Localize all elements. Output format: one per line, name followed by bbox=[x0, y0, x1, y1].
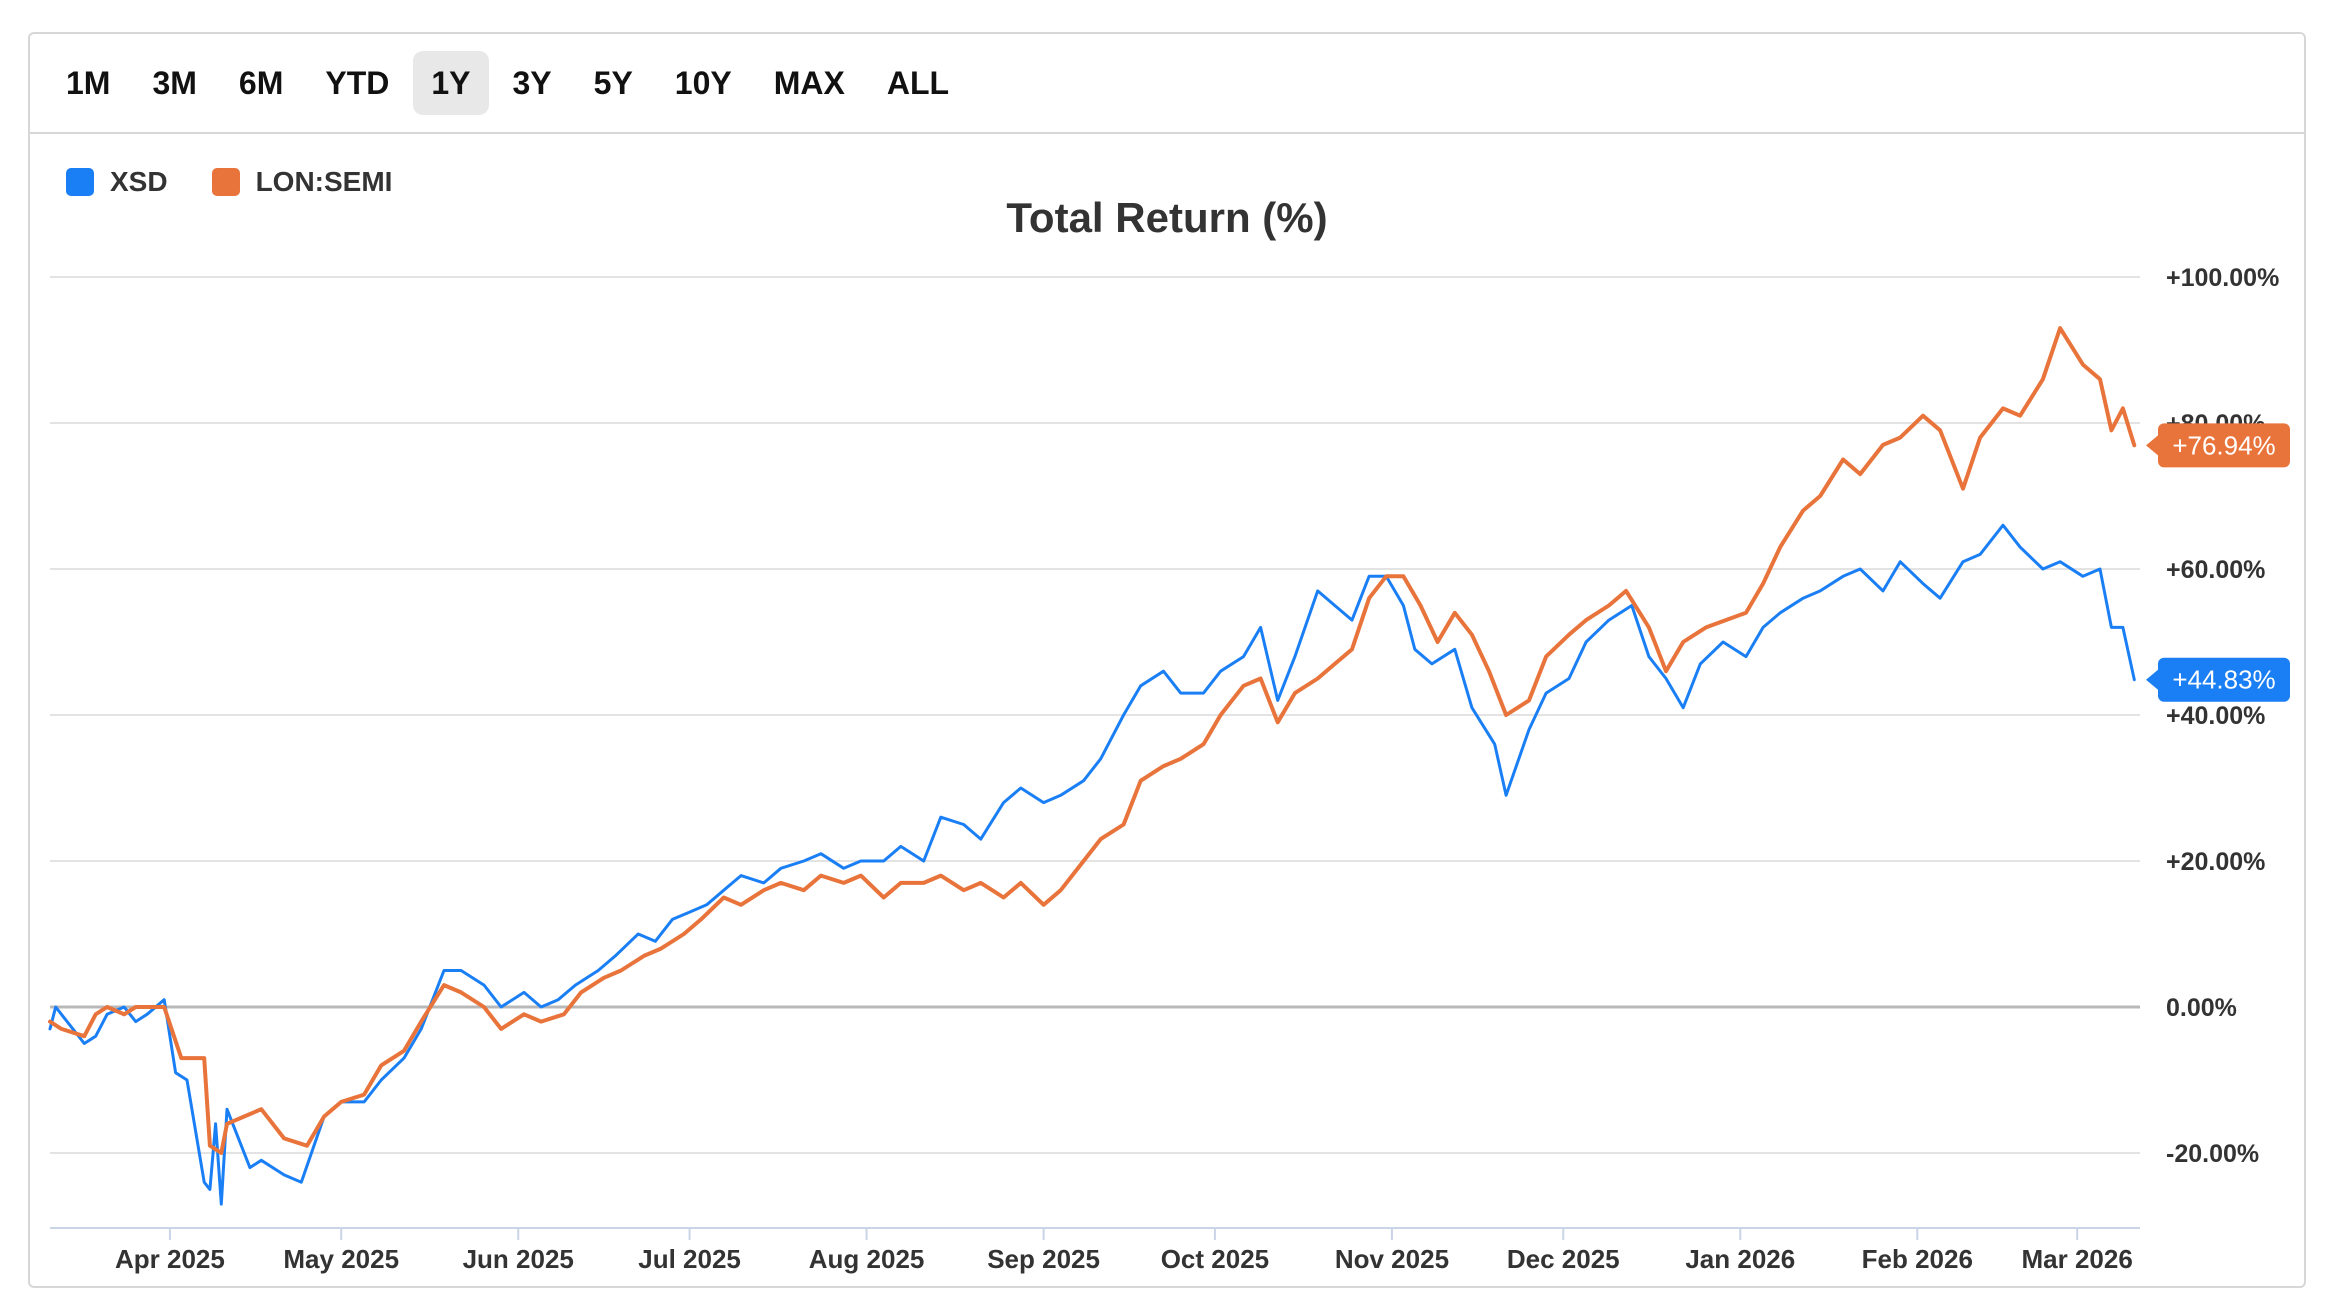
x-tick-label: May 2025 bbox=[283, 1244, 399, 1274]
range-button-5y[interactable]: 5Y bbox=[593, 65, 633, 101]
x-tick-label: Feb 2026 bbox=[1862, 1244, 1973, 1274]
x-tick-label: Sep 2025 bbox=[987, 1244, 1100, 1274]
x-tick-label: Jan 2026 bbox=[1685, 1244, 1795, 1274]
range-button-3m[interactable]: 3M bbox=[152, 65, 197, 101]
x-tick-label: Dec 2025 bbox=[1507, 1244, 1620, 1274]
x-tick-label: Jun 2025 bbox=[463, 1244, 574, 1274]
end-value-label-lon-semi: +76.94% bbox=[2172, 430, 2275, 460]
range-button-1m[interactable]: 1M bbox=[66, 65, 111, 101]
x-tick-label: Jul 2025 bbox=[638, 1244, 741, 1274]
x-tick-label: Mar 2026 bbox=[2022, 1244, 2133, 1274]
legend-item-xsd[interactable]: XSD bbox=[66, 166, 168, 198]
y-tick-label: +40.00% bbox=[2166, 702, 2265, 730]
chart-title: Total Return (%) bbox=[1006, 194, 1328, 241]
series-line-lon-semi bbox=[48, 326, 2137, 1155]
range-button-6m[interactable]: 6M bbox=[238, 65, 284, 101]
legend-swatch-lon-semi bbox=[211, 168, 240, 196]
chart-legend: XSD LON:SEMI bbox=[66, 166, 392, 198]
legend-item-lon-semi[interactable]: LON:SEMI bbox=[211, 166, 393, 198]
y-tick-label: -20.00% bbox=[2166, 1140, 2259, 1168]
legend-label-lon-semi: LON:SEMI bbox=[255, 166, 393, 197]
y-tick-label: +60.00% bbox=[2166, 556, 2265, 584]
range-button-3y[interactable]: 3Y bbox=[512, 65, 552, 101]
range-button-all[interactable]: ALL bbox=[886, 65, 950, 101]
end-value-badge bbox=[2158, 657, 2290, 702]
end-badge-pointer bbox=[2146, 669, 2158, 690]
y-tick-label: 0.00% bbox=[2166, 994, 2237, 1022]
y-tick-label: +100.00% bbox=[2166, 264, 2279, 292]
end-value-badge bbox=[2158, 423, 2290, 468]
x-tick-label: Nov 2025 bbox=[1335, 1244, 1449, 1274]
y-tick-label: +20.00% bbox=[2166, 848, 2265, 876]
x-tick-label: Apr 2025 bbox=[115, 1244, 225, 1274]
end-badge-pointer bbox=[2146, 435, 2158, 456]
range-button-ytd[interactable]: YTD bbox=[325, 65, 390, 101]
chart-panel: 1M 3M 6M YTD 1Y 3Y 5Y 10Y MAX ALL XSD LO… bbox=[28, 32, 2306, 1288]
legend-swatch-xsd bbox=[66, 168, 94, 196]
end-value-label-xsd: +44.83% bbox=[2172, 665, 2275, 695]
range-button-10y[interactable]: 10Y bbox=[674, 65, 732, 101]
x-tick-label: Oct 2025 bbox=[1161, 1244, 1269, 1274]
x-tick-label: Aug 2025 bbox=[809, 1244, 925, 1274]
range-button-max[interactable]: MAX bbox=[773, 65, 845, 101]
legend-label-xsd: XSD bbox=[110, 166, 168, 197]
series-line-xsd bbox=[48, 523, 2136, 1206]
time-range-toolbar: 1M 3M 6M YTD 1Y 3Y 5Y 10Y MAX ALL bbox=[30, 34, 2304, 134]
range-button-1y[interactable]: 1Y bbox=[413, 51, 489, 115]
